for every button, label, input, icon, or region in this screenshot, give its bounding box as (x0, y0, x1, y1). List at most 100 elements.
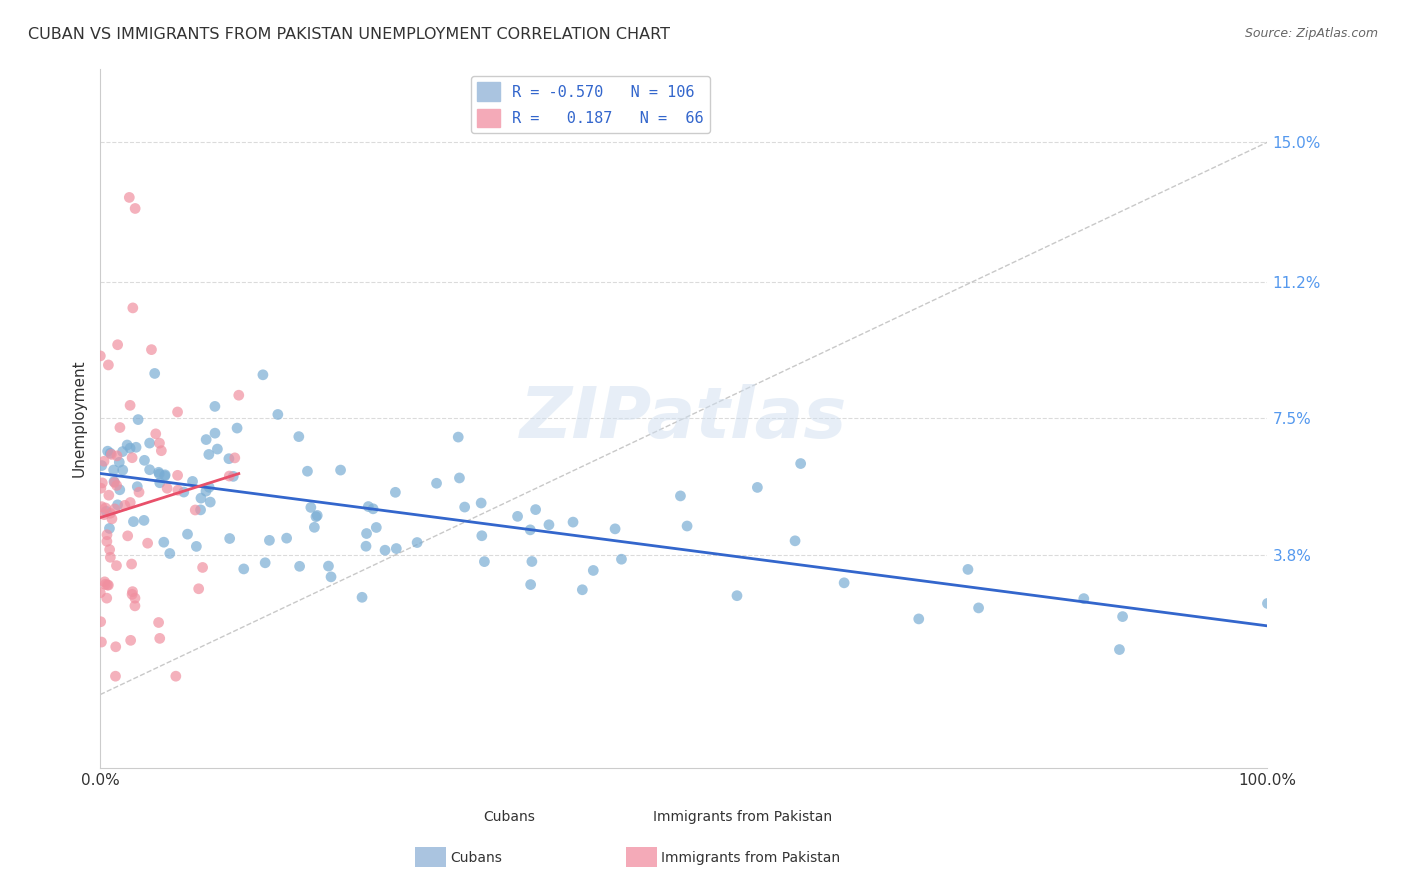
Cubans (276, 531, 298, 545)
Immigrants from Pakistan (187, 582, 209, 596)
Cubans (449, 471, 471, 485)
Immigrants from Pakistan (96, 527, 118, 541)
Immigrants from Pakistan (105, 449, 128, 463)
Cubans (181, 475, 204, 489)
Cubans (200, 495, 222, 509)
Cubans (470, 496, 492, 510)
Cubans (1073, 591, 1095, 606)
Immigrants from Pakistan (97, 488, 120, 502)
Cubans (610, 552, 633, 566)
Cubans (232, 562, 254, 576)
Cubans (122, 515, 145, 529)
Text: Immigrants from Pakistan: Immigrants from Pakistan (661, 851, 839, 865)
Cubans (153, 469, 176, 483)
Immigrants from Pakistan (101, 512, 124, 526)
Immigrants from Pakistan (93, 454, 115, 468)
Cubans (143, 367, 166, 381)
Cubans (297, 464, 319, 478)
Cubans (190, 503, 212, 517)
Cubans (186, 540, 208, 554)
Cubans (471, 529, 494, 543)
Cubans (198, 447, 221, 461)
Immigrants from Pakistan (89, 585, 111, 599)
Immigrants from Pakistan (136, 536, 159, 550)
Cubans (747, 480, 769, 494)
Immigrants from Pakistan (166, 405, 188, 419)
Cubans (582, 564, 605, 578)
Cubans (127, 412, 149, 426)
Cubans (134, 453, 156, 467)
Cubans (789, 457, 811, 471)
Cubans (207, 442, 229, 456)
Cubans (152, 535, 174, 549)
Immigrants from Pakistan (166, 483, 188, 498)
Cubans (669, 489, 692, 503)
Immigrants from Pakistan (121, 587, 143, 601)
Cubans (352, 591, 374, 605)
Cubans (305, 509, 328, 524)
Immigrants from Pakistan (96, 591, 118, 606)
Cubans (725, 589, 748, 603)
Immigrants from Pakistan (98, 542, 121, 557)
Text: ZIPatlas: ZIPatlas (520, 384, 848, 453)
Cubans (204, 426, 226, 441)
Cubans (361, 501, 384, 516)
Immigrants from Pakistan (114, 499, 136, 513)
Immigrants from Pakistan (118, 190, 141, 204)
Text: Cubans: Cubans (482, 810, 534, 824)
Y-axis label: Unemployment: Unemployment (72, 359, 86, 477)
Cubans (173, 485, 195, 500)
Cubans (176, 527, 198, 541)
Immigrants from Pakistan (97, 578, 120, 592)
Immigrants from Pakistan (100, 447, 122, 461)
Immigrants from Pakistan (184, 503, 207, 517)
Cubans (453, 500, 475, 514)
Immigrants from Pakistan (117, 529, 139, 543)
Immigrants from Pakistan (97, 358, 120, 372)
Cubans (832, 575, 855, 590)
Cubans (357, 500, 380, 514)
Cubans (524, 502, 547, 516)
Immigrants from Pakistan (94, 577, 117, 591)
Cubans (259, 533, 281, 548)
Cubans (447, 430, 470, 444)
Immigrants from Pakistan (104, 669, 127, 683)
Immigrants from Pakistan (104, 640, 127, 654)
Immigrants from Pakistan (107, 337, 129, 351)
Immigrants from Pakistan (141, 343, 163, 357)
Cubans (1111, 609, 1133, 624)
Cubans (1256, 596, 1278, 610)
Cubans (159, 547, 181, 561)
Cubans (907, 612, 929, 626)
Cubans (603, 522, 626, 536)
Cubans (222, 469, 245, 483)
Cubans (288, 429, 311, 443)
Cubans (125, 440, 148, 454)
Immigrants from Pakistan (96, 578, 118, 592)
Cubans (1108, 642, 1130, 657)
Cubans (474, 555, 496, 569)
Text: Cubans: Cubans (450, 851, 502, 865)
Immigrants from Pakistan (224, 450, 246, 465)
Immigrants from Pakistan (105, 558, 128, 573)
Cubans (385, 541, 408, 556)
Cubans (103, 463, 125, 477)
Cubans (318, 559, 340, 574)
Cubans (676, 519, 699, 533)
Cubans (96, 504, 118, 518)
Immigrants from Pakistan (165, 669, 187, 683)
Immigrants from Pakistan (218, 469, 240, 483)
Cubans (98, 521, 121, 535)
Cubans (198, 480, 221, 494)
Cubans (127, 480, 149, 494)
Immigrants from Pakistan (90, 500, 112, 514)
Cubans (304, 520, 326, 534)
Cubans (374, 543, 396, 558)
Cubans (537, 517, 560, 532)
Cubans (111, 463, 134, 477)
Immigrants from Pakistan (104, 502, 127, 516)
Cubans (148, 467, 170, 481)
Immigrants from Pakistan (150, 443, 173, 458)
Text: Source: ZipAtlas.com: Source: ZipAtlas.com (1244, 27, 1378, 40)
Cubans (149, 475, 172, 490)
